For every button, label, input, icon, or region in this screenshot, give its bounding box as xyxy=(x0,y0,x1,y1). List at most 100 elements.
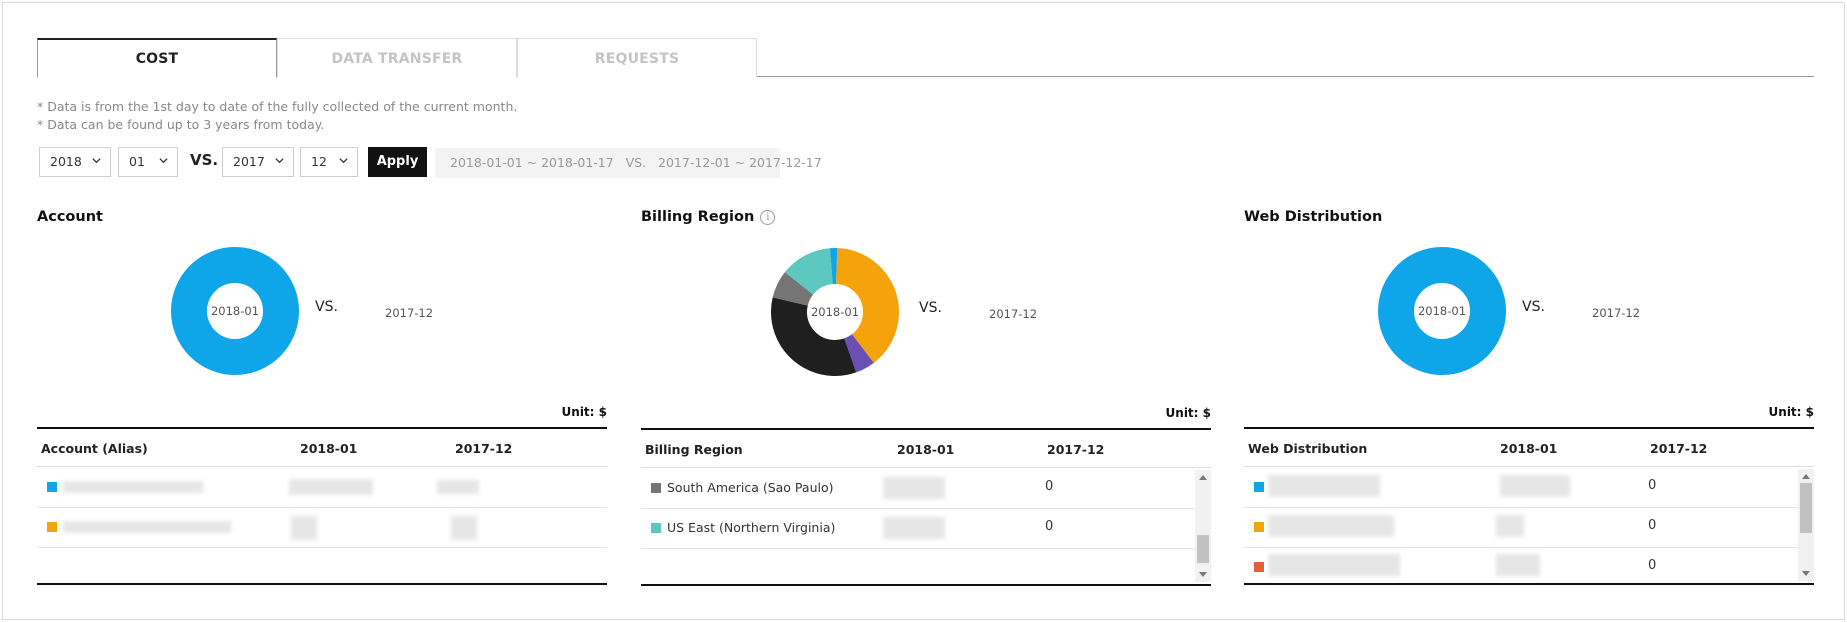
info-icon[interactable]: i xyxy=(760,210,776,225)
web-distribution-table: Web Distribution 2018-01 2017-12 0 0 xyxy=(1244,427,1814,585)
donut-center-label: 2018-01 xyxy=(810,305,860,319)
region-name: US East (Northern Virginia) xyxy=(667,520,836,535)
table-row[interactable]: 0 xyxy=(1244,468,1798,508)
previous-value: 0 xyxy=(1045,479,1054,494)
redacted-value xyxy=(437,480,479,494)
table-row[interactable]: US East (Northern Virginia) 0 xyxy=(641,509,1195,549)
chevron-down-icon xyxy=(339,158,348,164)
redacted-value xyxy=(1500,475,1570,497)
redacted-value xyxy=(883,477,945,499)
table-scrollbar[interactable] xyxy=(1798,469,1814,581)
data-notes: * Data is from the 1st day to date of th… xyxy=(37,98,517,134)
redacted-account-name xyxy=(63,481,203,493)
previous-value: 0 xyxy=(1648,518,1657,533)
billing-region-donut[interactable]: 2018-01 xyxy=(771,247,899,376)
tab-cost[interactable]: COST xyxy=(37,38,277,78)
table-header: Account (Alias) 2018-01 2017-12 xyxy=(37,429,607,467)
web-distribution-donut-chart xyxy=(1378,247,1506,375)
account-panel: Account 2018-01 VS. 2017-12 Unit: $ Acco… xyxy=(37,203,607,588)
month1-select[interactable]: 01 xyxy=(118,147,178,177)
redacted-account-name xyxy=(63,521,231,533)
month2-select[interactable]: 12 xyxy=(300,147,358,177)
web-distribution-panel: Web Distribution 2018-01 VS. 2017-12 Uni… xyxy=(1244,203,1814,588)
column-header: 2018-01 xyxy=(897,442,955,457)
column-header: Web Distribution xyxy=(1248,441,1368,456)
scroll-thumb[interactable] xyxy=(1800,483,1812,533)
region-name: South America (Sao Paulo) xyxy=(667,480,834,495)
account-table: Account (Alias) 2018-01 2017-12 xyxy=(37,427,607,585)
tab-bar: COST DATA TRANSFER REQUESTS xyxy=(37,38,1814,78)
redacted-distribution-name xyxy=(1268,475,1380,497)
note-line: * Data is from the 1st day to date of th… xyxy=(37,99,518,114)
billing-region-title: Billing Region i xyxy=(641,209,776,225)
date-range-display: 2018-01-01 ~ 2018-01-17 VS. 2017-12-01 ~… xyxy=(435,148,822,178)
previous-value: 0 xyxy=(1648,478,1657,493)
chevron-down-icon xyxy=(92,158,101,164)
chevron-down-icon xyxy=(275,158,284,164)
legend-swatch xyxy=(651,483,661,493)
year1-value: 2018 xyxy=(50,154,82,169)
table-row[interactable] xyxy=(37,468,607,508)
donut-slice xyxy=(771,247,899,376)
column-header: 2018-01 xyxy=(300,441,358,456)
column-header: Account (Alias) xyxy=(41,441,148,456)
legend-swatch xyxy=(1254,522,1264,532)
scroll-down-icon[interactable] xyxy=(1199,572,1207,577)
table-row[interactable]: 0 xyxy=(1244,508,1798,548)
table-header: Web Distribution 2018-01 2017-12 xyxy=(1244,429,1814,467)
vs-label: VS. xyxy=(190,151,219,169)
table-row[interactable]: 0 xyxy=(1244,548,1798,583)
legend-swatch xyxy=(651,523,661,533)
previous-value: 0 xyxy=(1045,519,1054,534)
scroll-up-icon[interactable] xyxy=(1199,475,1207,480)
vs-text: VS. xyxy=(1522,299,1545,315)
legend-swatch xyxy=(1254,562,1264,572)
year1-select[interactable]: 2018 xyxy=(39,147,111,177)
compare-period: 2017-12 xyxy=(989,307,1038,321)
month1-value: 01 xyxy=(129,154,145,169)
account-donut[interactable]: 2018-01 xyxy=(171,247,299,375)
column-header: 2017-12 xyxy=(1047,442,1105,457)
redacted-value xyxy=(1496,554,1540,576)
compare-period: 2017-12 xyxy=(1592,306,1641,320)
billing-region-panel: Billing Region i 2018-01 VS. 2017-12 Unit… xyxy=(641,203,1211,588)
legend-swatch xyxy=(47,482,57,492)
donut-slice xyxy=(771,247,899,376)
web-distribution-donut[interactable]: 2018-01 xyxy=(1378,247,1506,375)
table-row[interactable]: South America (Sao Paulo) 0 xyxy=(641,469,1195,509)
previous-value: 0 xyxy=(1648,558,1657,573)
redacted-value xyxy=(289,479,373,495)
redacted-value xyxy=(883,517,945,539)
billing-region-table: Billing Region 2018-01 2017-12 South Ame… xyxy=(641,428,1211,586)
billing-region-donut-chart xyxy=(771,247,899,376)
chevron-down-icon xyxy=(159,158,168,164)
column-header: Billing Region xyxy=(645,442,743,457)
column-header: 2017-12 xyxy=(455,441,513,456)
tab-requests[interactable]: REQUESTS xyxy=(517,38,757,77)
table-scrollbar[interactable] xyxy=(1195,470,1211,582)
table-row[interactable] xyxy=(37,508,607,548)
redacted-value xyxy=(1496,515,1524,537)
note-line: * Data can be found up to 3 years from t… xyxy=(37,117,325,132)
unit-label: Unit: $ xyxy=(561,405,607,419)
unit-label: Unit: $ xyxy=(1768,405,1814,419)
donut-center-label: 2018-01 xyxy=(210,304,260,318)
redacted-distribution-name xyxy=(1268,554,1400,576)
scroll-thumb[interactable] xyxy=(1197,535,1209,563)
scroll-down-icon[interactable] xyxy=(1802,571,1810,576)
donut-slice xyxy=(171,247,299,375)
tab-data-transfer[interactable]: DATA TRANSFER xyxy=(277,38,517,77)
redacted-distribution-name xyxy=(1268,515,1394,537)
account-donut-chart xyxy=(171,247,299,375)
legend-swatch xyxy=(1254,482,1264,492)
donut-center-label: 2018-01 xyxy=(1417,304,1467,318)
year2-select[interactable]: 2017 xyxy=(222,147,294,177)
column-header: 2017-12 xyxy=(1650,441,1708,456)
apply-button[interactable]: Apply xyxy=(368,147,427,177)
scroll-up-icon[interactable] xyxy=(1802,474,1810,479)
legend-swatch xyxy=(47,522,57,532)
column-header: 2018-01 xyxy=(1500,441,1558,456)
redacted-value xyxy=(291,516,317,540)
compare-period: 2017-12 xyxy=(385,306,434,320)
